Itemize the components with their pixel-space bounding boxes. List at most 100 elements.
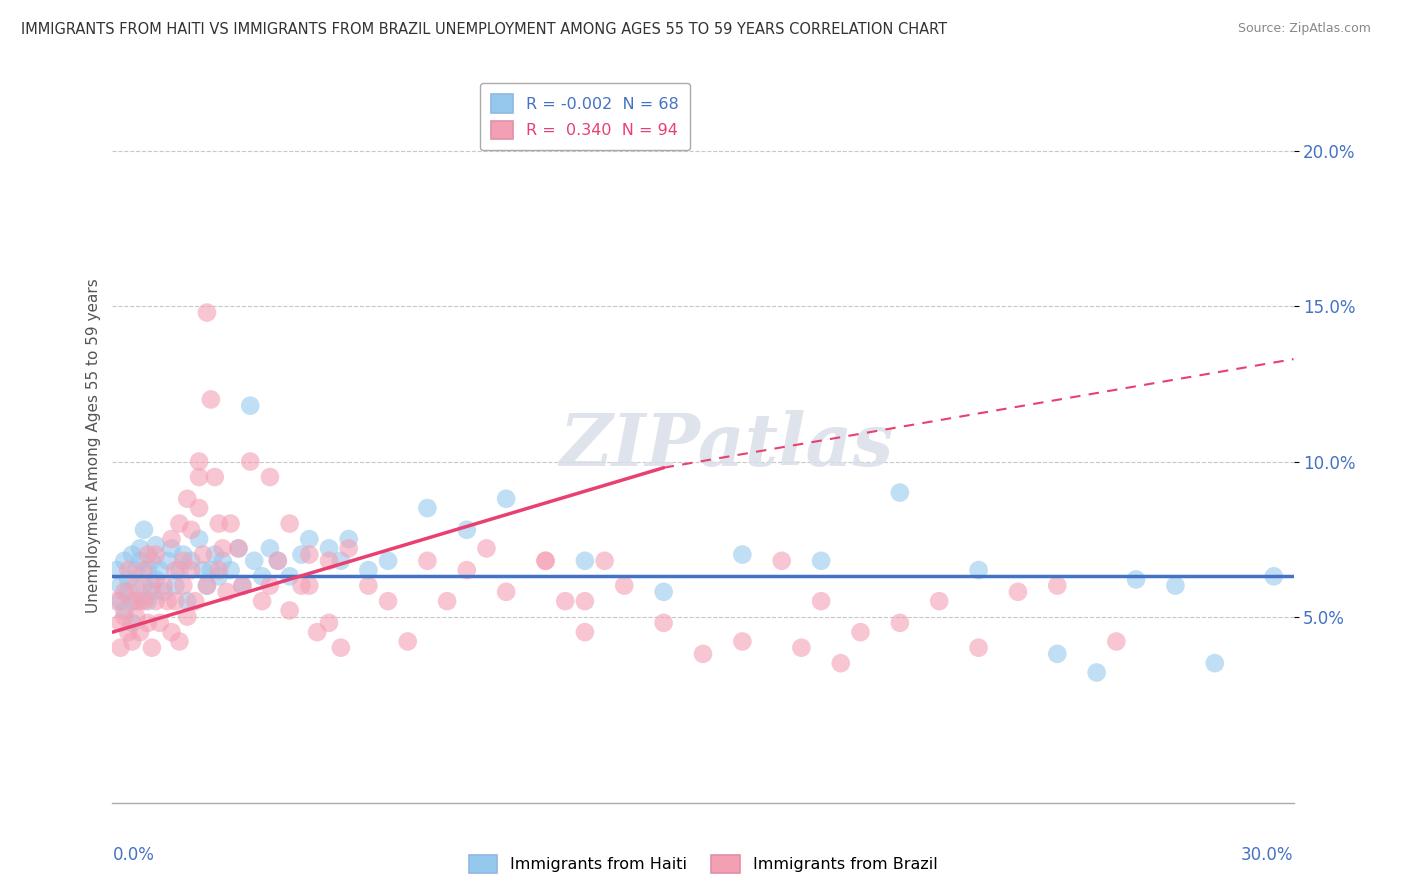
Point [228, 541, 250, 556]
Point [121, 634, 143, 648]
Point [184, 594, 207, 608]
Point [121, 548, 143, 562]
Point [195, 579, 218, 593]
Point [1263, 569, 1285, 583]
Point [243, 554, 266, 568]
Point [298, 532, 321, 546]
Point [208, 516, 231, 531]
Point [692, 647, 714, 661]
Point [259, 541, 281, 556]
Point [188, 470, 211, 484]
Point [136, 594, 159, 608]
Point [967, 640, 990, 655]
Point [574, 554, 596, 568]
Point [195, 305, 218, 319]
Point [967, 563, 990, 577]
Point [436, 594, 458, 608]
Point [165, 563, 187, 577]
Point [239, 454, 262, 468]
Point [129, 541, 152, 556]
Point [239, 399, 262, 413]
Point [125, 563, 148, 577]
Point [121, 615, 143, 630]
Point [112, 609, 135, 624]
Point [337, 532, 360, 546]
Point [495, 491, 517, 506]
Point [160, 625, 183, 640]
Point [191, 548, 214, 562]
Point [105, 594, 128, 608]
Point [574, 594, 596, 608]
Point [889, 485, 911, 500]
Point [117, 625, 139, 640]
Point [231, 579, 253, 593]
Point [290, 579, 312, 593]
Point [160, 541, 183, 556]
Point [810, 594, 832, 608]
Point [250, 569, 273, 583]
Point [731, 634, 754, 648]
Point [156, 554, 179, 568]
Point [145, 573, 167, 587]
Point [132, 523, 155, 537]
Point [211, 554, 233, 568]
Point [770, 554, 793, 568]
Point [152, 579, 174, 593]
Point [593, 554, 616, 568]
Point [125, 609, 148, 624]
Point [298, 548, 321, 562]
Point [1046, 579, 1069, 593]
Point [219, 563, 242, 577]
Legend: R = -0.002  N = 68, R =  0.340  N = 94: R = -0.002 N = 68, R = 0.340 N = 94 [479, 83, 690, 150]
Point [180, 554, 202, 568]
Text: Source: ZipAtlas.com: Source: ZipAtlas.com [1237, 22, 1371, 36]
Point [215, 584, 238, 599]
Point [180, 563, 202, 577]
Point [149, 615, 172, 630]
Point [136, 615, 159, 630]
Point [117, 584, 139, 599]
Point [1007, 584, 1029, 599]
Point [188, 532, 211, 546]
Point [180, 523, 202, 537]
Point [110, 640, 132, 655]
Point [278, 516, 301, 531]
Point [259, 470, 281, 484]
Point [208, 569, 231, 583]
Point [267, 554, 290, 568]
Point [145, 594, 167, 608]
Point [278, 569, 301, 583]
Point [141, 554, 163, 568]
Point [250, 594, 273, 608]
Point [1125, 573, 1147, 587]
Point [377, 594, 399, 608]
Point [475, 541, 498, 556]
Point [172, 554, 194, 568]
Point [176, 491, 198, 506]
Point [456, 523, 478, 537]
Point [200, 563, 222, 577]
Point [396, 634, 419, 648]
Point [307, 625, 329, 640]
Point [208, 563, 231, 577]
Point [534, 554, 557, 568]
Point [110, 615, 132, 630]
Point [1204, 656, 1226, 670]
Point [176, 594, 198, 608]
Point [259, 579, 281, 593]
Point [204, 548, 226, 562]
Point [165, 594, 187, 608]
Point [141, 640, 163, 655]
Point [112, 603, 135, 617]
Point [169, 634, 191, 648]
Point [136, 563, 159, 577]
Point [574, 625, 596, 640]
Point [117, 573, 139, 587]
Point [211, 541, 233, 556]
Point [298, 579, 321, 593]
Point [145, 548, 167, 562]
Point [416, 501, 439, 516]
Point [172, 548, 194, 562]
Point [172, 579, 194, 593]
Point [416, 554, 439, 568]
